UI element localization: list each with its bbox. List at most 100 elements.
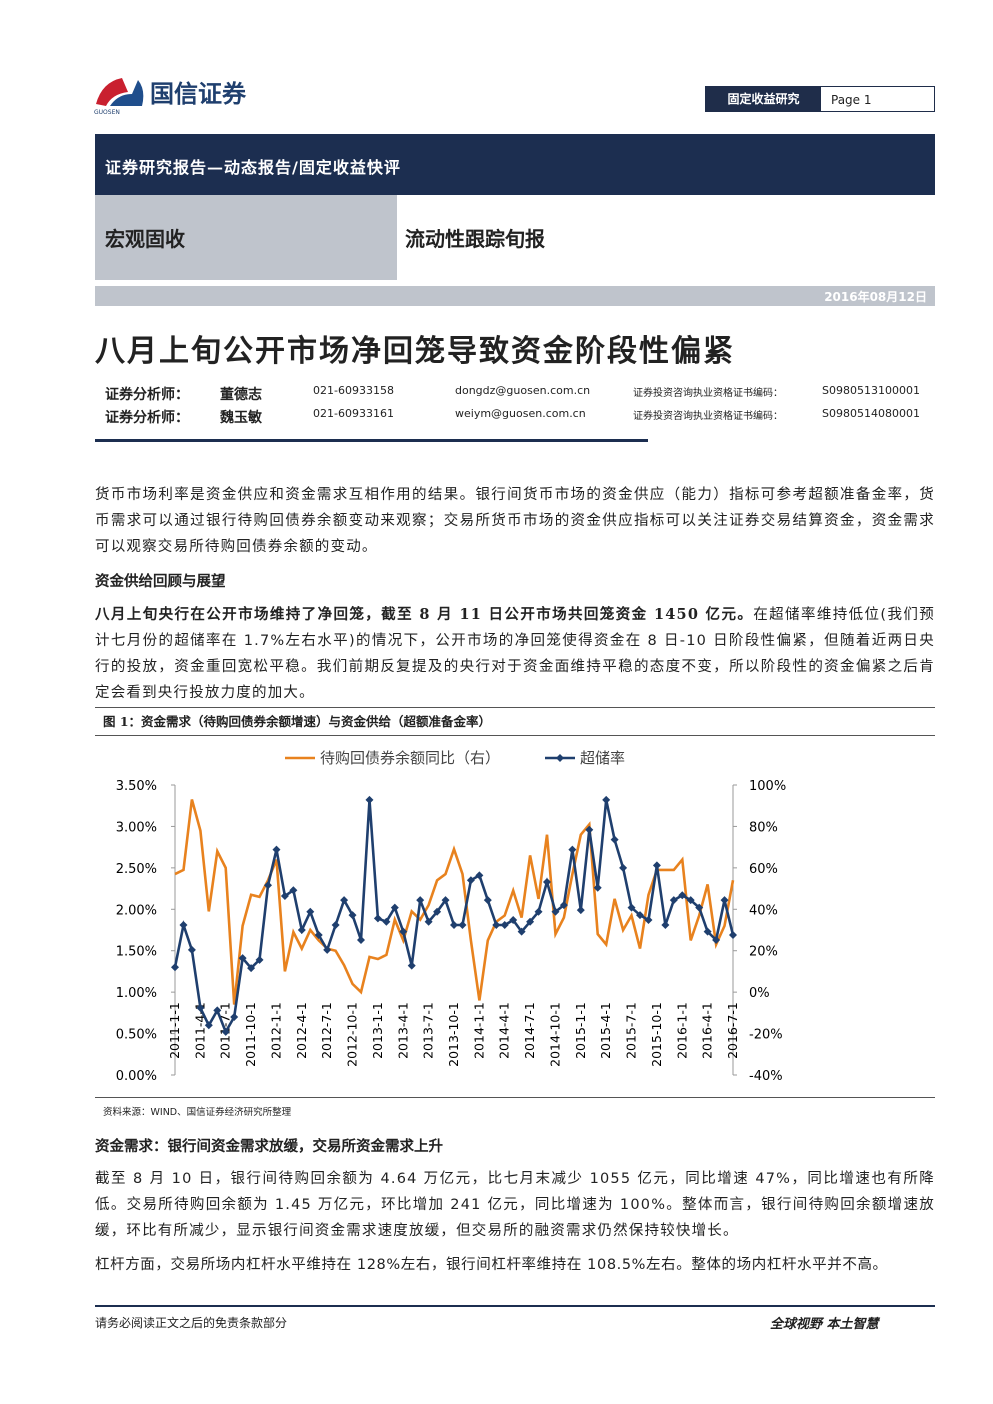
marker [221, 1027, 230, 1036]
paragraph-text: 在超储率维持低位(我们预计七月份的超储率在 1.7%左右水平)的情况下，公开市场… [95, 607, 935, 701]
marker [407, 961, 416, 970]
y-tick-label: 0.50% [116, 1028, 157, 1043]
x-tick-label: 2015-10-1 [649, 1002, 664, 1067]
marker [669, 896, 678, 905]
marker [416, 896, 425, 905]
marker [661, 921, 670, 930]
analyst-role: 证券分析师： [105, 410, 189, 426]
marker [390, 903, 399, 912]
series-line [174, 799, 735, 1005]
y2-tick-label: 80% [749, 820, 778, 835]
analyst-phone: 021-60933161 [313, 407, 394, 420]
slogan: 全球视野 本土智慧 [770, 1317, 879, 1332]
marker [686, 896, 695, 905]
marker [433, 907, 442, 916]
marker [712, 935, 721, 944]
marker [636, 911, 644, 920]
title: 八月上旬公开市场净回笼导致资金阶段性偏紧 [95, 334, 735, 369]
heading: 资金需求：银行间资金需求放缓，交易所资金需求上升 [95, 1138, 443, 1155]
header-box: 固定收益研究 Page 1 [705, 86, 935, 112]
x-tick-label: 2012-1-1 [268, 1002, 283, 1059]
marker [255, 955, 264, 964]
marker [289, 886, 298, 895]
disclaimer: 请务必阅读正文之后的免责条款部分 [95, 1316, 288, 1330]
marker [517, 927, 526, 936]
y-tick-label: 3.50% [116, 779, 157, 794]
marker [720, 896, 729, 905]
x-tick-label: 2014-1-1 [471, 1002, 486, 1059]
analyst-role: 证券分析师： [105, 387, 189, 403]
y2-tick-label: 40% [749, 903, 778, 918]
marker [475, 871, 484, 880]
analyst-cert: S0980513100001 [822, 384, 920, 397]
heading: 资金供给回顾与展望 [95, 573, 226, 590]
paragraph: 截至 8 月 10 日，银行间待购回余额为 4.64 万亿元，比七月末减少 10… [95, 1171, 935, 1239]
y-tick-label: 0.00% [116, 1069, 157, 1084]
marker [331, 921, 340, 930]
y-tick-label: 2.00% [116, 903, 157, 918]
category: 宏观固收 [105, 227, 185, 251]
page-number: Page 1 [831, 93, 872, 107]
marker [323, 945, 332, 954]
rule [95, 707, 935, 708]
marker [213, 1006, 222, 1015]
marker [399, 927, 408, 936]
series-line [173, 799, 735, 1035]
marker [509, 916, 518, 925]
x-tick-label: 2016-1-1 [674, 1002, 689, 1059]
x-tick-label: 2015-1-1 [573, 1002, 588, 1059]
analyst-phone: 021-60933158 [313, 384, 394, 397]
y-tick-label: 2.50% [116, 862, 157, 877]
x-tick-label: 2016-7-1 [725, 1002, 740, 1059]
marker [458, 921, 467, 930]
marker [492, 921, 501, 930]
chart: 0.00% 0.50% 1.00% 1.50% 2.00% 2.50% 3.00% 3.50%… [116, 749, 786, 1084]
header-section: 固定收益研究 [706, 87, 821, 111]
marker [238, 954, 247, 963]
marker [196, 1003, 205, 1012]
marker [619, 863, 628, 872]
marker [576, 906, 585, 915]
x-tick-label: 2014-7-1 [522, 1002, 537, 1059]
x-tick-label: 2012-7-1 [319, 1002, 334, 1059]
paragraph: 八月上旬央行在公开市场维持了净回笼，截至 8 月 11 日公开市场共回笼资金 1… [95, 602, 935, 706]
date-bar: 2016年08月12日 [95, 286, 935, 306]
marker [424, 917, 433, 926]
marker [171, 963, 179, 972]
logo: 国信证券 GUOSEN [94, 78, 247, 116]
analyst-name: 魏玉敏 [220, 410, 262, 426]
marker [357, 935, 365, 944]
marker [187, 945, 196, 954]
marker [534, 907, 543, 916]
rule [95, 439, 648, 442]
analyst-cert-label: 证券投资咨询执业资格证书编码： [633, 388, 783, 399]
marker [280, 892, 289, 901]
y2-tick-label: 0% [749, 986, 770, 1001]
paragraph: 杠杆方面，交易所场内杠杆水平维持在 128%左右，银行间杠杆率维持在 108.5… [95, 1257, 888, 1273]
marker [179, 921, 188, 930]
marker [593, 883, 602, 892]
marker [585, 825, 594, 834]
marker [441, 896, 450, 905]
paragraph: 货币市场利率是资金供应和资金需求互相作用的结果。银行间货币市场的资金供应（能力）… [95, 487, 935, 555]
analyst-cert: S0980514080001 [822, 407, 920, 420]
marker [602, 795, 611, 804]
analyst-name: 董德志 [220, 387, 262, 403]
x-tick-label: 2015-7-1 [624, 1002, 639, 1059]
x-tick-label: 2016-4-1 [700, 1002, 715, 1059]
marker [483, 896, 492, 905]
legend-marker [556, 754, 564, 762]
brand: 国信证券 [150, 80, 247, 108]
x-tick-label: 2011-10-1 [243, 1002, 258, 1067]
x-tick-label: 2013-4-1 [395, 1002, 410, 1059]
marker [264, 881, 272, 890]
x-tick-label: 2014-4-1 [497, 1002, 512, 1059]
rule [95, 1097, 935, 1098]
x-tick-label: 2012-10-1 [345, 1002, 360, 1067]
marker [297, 926, 306, 934]
marker [382, 917, 391, 926]
y2-tick-label: 100% [749, 779, 786, 794]
y-tick-label: 3.00% [116, 820, 157, 835]
category-panel: 宏观固收 [95, 195, 397, 280]
